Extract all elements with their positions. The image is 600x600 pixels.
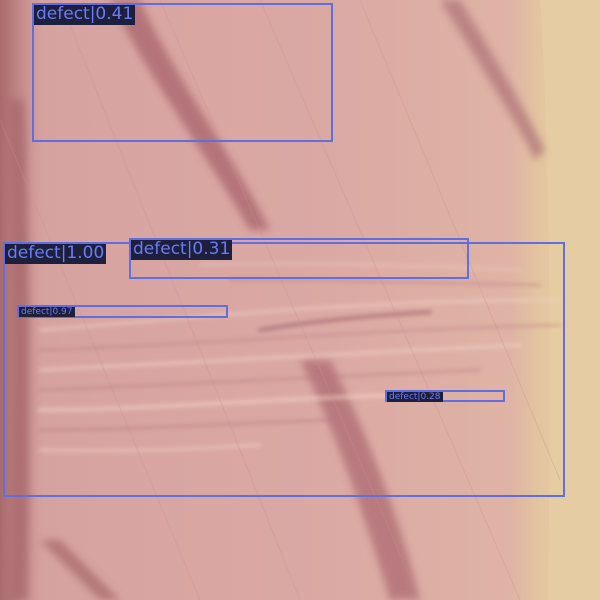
detection-label: defect|0.31 [131, 239, 233, 260]
detection-label: defect|0.97 [19, 307, 75, 318]
detection-box-defect-041: defect|0.41 [32, 3, 333, 142]
detection-box-defect-031: defect|0.31 [129, 238, 469, 279]
detection-label: defect|1.00 [5, 243, 107, 264]
detection-box-defect-100: defect|1.00 [3, 242, 565, 497]
detection-label: defect|0.28 [387, 392, 443, 403]
detection-box-defect-097: defect|0.97 [17, 305, 228, 318]
detection-label: defect|0.41 [34, 4, 136, 25]
detection-box-defect-028: defect|0.28 [385, 390, 505, 403]
